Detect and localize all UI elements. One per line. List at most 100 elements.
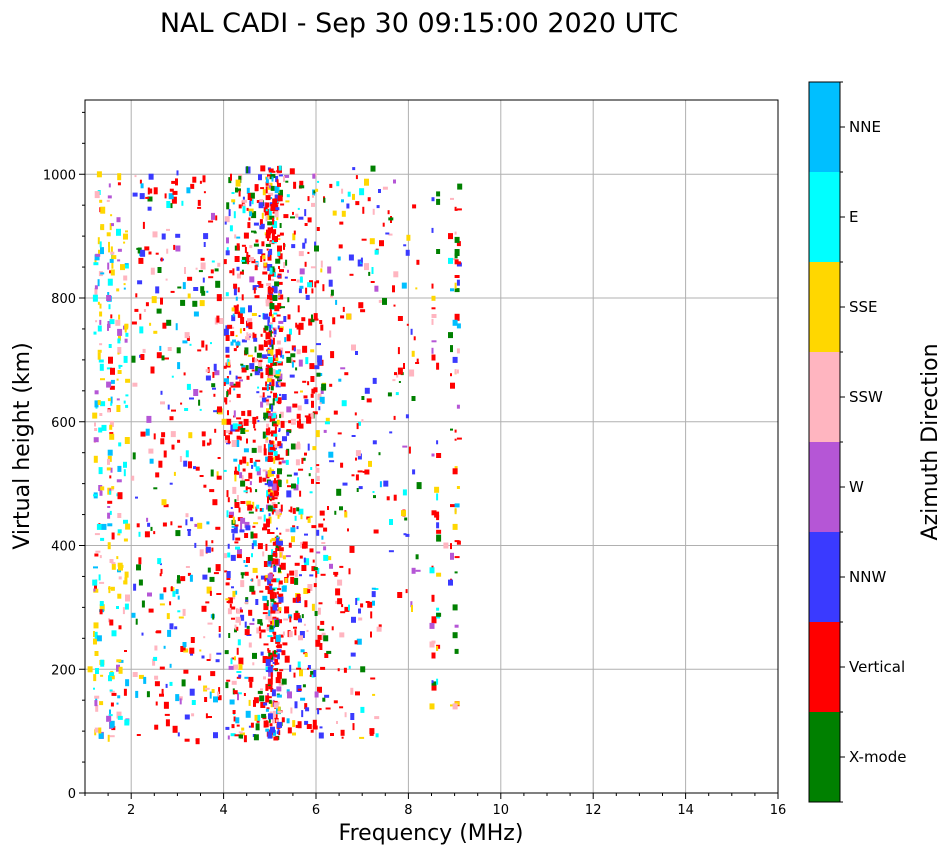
echo-speckle [314, 611, 318, 616]
echo-speckle [116, 405, 121, 412]
echo-speckle [255, 489, 258, 493]
echo-speckle [213, 732, 218, 739]
echo-speckle [268, 617, 273, 623]
echo-speckle [265, 399, 269, 402]
echo-speckle [230, 341, 234, 346]
echo-speckle [110, 488, 114, 491]
echo-speckle [94, 700, 98, 707]
echo-speckle [234, 541, 239, 544]
echo-speckle [320, 260, 323, 268]
echo-speckle [269, 301, 273, 304]
echo-speckle [116, 702, 119, 705]
echo-speckle [179, 456, 182, 462]
echo-speckle [125, 679, 130, 687]
echo-speckle [216, 652, 222, 655]
echo-speckle [234, 466, 237, 474]
echo-speckle [319, 726, 323, 729]
echo-speckle [117, 695, 121, 699]
echo-speckle [317, 708, 320, 715]
echo-speckle [273, 668, 278, 671]
data-point-nnw [281, 394, 287, 400]
data-point-x-mode [263, 412, 269, 419]
echo-speckle [358, 608, 361, 614]
echo-speckle [304, 653, 308, 657]
echo-speckle [456, 261, 461, 265]
echo-speckle [167, 629, 172, 637]
echo-speckle [262, 392, 265, 398]
echo-speckle [161, 432, 166, 438]
echo-speckle [147, 522, 151, 527]
echo-speckle [324, 421, 330, 425]
echo-speckle [230, 173, 232, 181]
echo-speckle [436, 607, 440, 611]
echo-speckle [274, 558, 279, 565]
echo-speckle [402, 445, 408, 448]
echo-speckle [286, 490, 292, 498]
echo-speckle [456, 241, 461, 247]
echo-speckle [330, 351, 335, 359]
echo-speckle [355, 201, 360, 206]
echo-speckle [309, 491, 313, 494]
echo-speckle [261, 241, 265, 247]
echo-speckle [282, 555, 286, 560]
echo-speckle [271, 689, 276, 697]
echo-speckle [231, 528, 235, 533]
echo-speckle [313, 318, 319, 321]
echo-speckle [277, 588, 282, 591]
echo-speckle [224, 439, 228, 443]
echo-speckle [332, 317, 336, 325]
echo-speckle [224, 553, 227, 559]
background-echo-speckle [92, 165, 462, 745]
echo-speckle [373, 495, 376, 499]
echo-speckle [365, 601, 370, 603]
colorbar-swatch-sse [809, 262, 840, 352]
echo-speckle [100, 674, 104, 677]
echo-speckle [265, 234, 271, 239]
echo-speckle [267, 413, 273, 417]
echo-speckle [138, 579, 143, 586]
echo-speckle [245, 336, 250, 341]
echo-speckle [235, 717, 240, 724]
data-point-ssw [290, 418, 296, 425]
echo-speckle [167, 347, 172, 351]
echo-speckle [333, 700, 338, 704]
echo-speckle [408, 446, 411, 454]
echo-speckle [395, 392, 399, 396]
echo-speckle [164, 193, 167, 199]
echo-speckle [263, 561, 268, 567]
echo-speckle [271, 233, 275, 241]
echo-speckle [294, 391, 299, 394]
echo-speckle [118, 566, 123, 571]
echo-speckle [227, 410, 229, 416]
echo-speckle [251, 211, 257, 219]
echo-speckle [272, 710, 276, 718]
echo-speckle [367, 601, 373, 608]
echo-speckle [197, 349, 202, 352]
echo-speckle [243, 328, 246, 331]
echo-speckle [431, 314, 437, 318]
echo-speckle [155, 472, 160, 478]
echo-speckle [230, 331, 235, 337]
echo-speckle [255, 506, 258, 512]
echo-speckle [107, 323, 109, 331]
echo-speckle [339, 565, 344, 568]
echo-speckle [204, 687, 210, 690]
echo-speckle [292, 360, 296, 363]
echo-speckle [360, 603, 364, 608]
echo-speckle [236, 676, 241, 679]
echo-speckle [252, 652, 257, 659]
echo-speckle [246, 625, 250, 629]
echo-speckle [242, 196, 245, 200]
echo-speckle [344, 511, 348, 518]
echo-speckle [277, 234, 281, 237]
echo-speckle [227, 608, 232, 615]
echo-speckle [392, 285, 395, 293]
echo-speckle [361, 419, 364, 423]
echo-speckle [257, 420, 260, 423]
echo-speckle [246, 461, 249, 466]
echo-speckle [231, 617, 235, 620]
echo-speckle [265, 574, 270, 578]
echo-speckle [237, 424, 242, 427]
echo-speckle [302, 380, 307, 383]
echo-speckle [111, 675, 115, 680]
